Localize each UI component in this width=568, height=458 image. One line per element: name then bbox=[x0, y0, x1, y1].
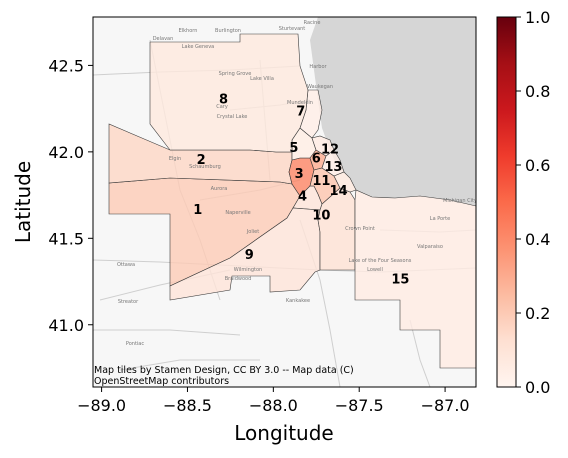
colorbar-tick-label: 1.0 bbox=[525, 8, 550, 27]
region-2-label: 2 bbox=[197, 153, 206, 168]
region-3-label: 3 bbox=[295, 167, 304, 182]
place-label: Schaumburg bbox=[189, 164, 221, 170]
x-tick-label: −88.5 bbox=[163, 396, 212, 415]
place-label: Wilmington bbox=[234, 267, 262, 273]
x-tick-label: −88.0 bbox=[249, 396, 298, 415]
region-9-label: 9 bbox=[245, 248, 254, 263]
region-15-label: 15 bbox=[391, 272, 409, 287]
place-label: Kankakee bbox=[286, 298, 310, 304]
region-9-polygon bbox=[169, 207, 321, 301]
place-label: Delavan bbox=[153, 36, 174, 42]
region-13-label: 13 bbox=[324, 160, 342, 175]
region-12-label: 12 bbox=[321, 143, 339, 158]
place-label: La Porte bbox=[430, 216, 450, 222]
region-15-polygon bbox=[354, 189, 476, 369]
colorbar-tick-label: 0.2 bbox=[525, 304, 550, 323]
colorbar-frame bbox=[496, 16, 517, 388]
colorbar: 0.0 0.2 0.4 0.6 0.8 1.0 bbox=[496, 8, 550, 397]
place-label: Elgin bbox=[169, 156, 181, 162]
place-label: Spring Grove bbox=[219, 71, 252, 77]
place-label: Michigan City bbox=[443, 198, 477, 204]
colorbar-ticks: 0.0 0.2 0.4 0.6 0.8 1.0 bbox=[516, 8, 550, 397]
place-label: Aurora bbox=[211, 186, 228, 192]
y-tick-label: 42.5 bbox=[48, 56, 84, 75]
region-14-label: 14 bbox=[330, 184, 348, 199]
x-tick-label: −87.0 bbox=[421, 396, 470, 415]
place-label: Streator bbox=[118, 299, 139, 305]
place-label: Sturtevant bbox=[279, 26, 306, 32]
x-axis: −89.0 −88.5 −88.0 −87.5 −87.0 bbox=[77, 387, 470, 415]
place-label: Valparaiso bbox=[417, 244, 443, 250]
region-polygons bbox=[108, 33, 476, 369]
colorbar-tick-label: 0.6 bbox=[525, 156, 550, 175]
region-11-label: 11 bbox=[312, 174, 330, 189]
colorbar-tick-label: 0.0 bbox=[525, 378, 550, 397]
region-10-label: 10 bbox=[312, 208, 330, 223]
colorbar-gradient bbox=[497, 17, 516, 387]
place-label: Crystal Lake bbox=[217, 114, 248, 120]
place-label: Braidwood bbox=[225, 276, 252, 282]
colorbar-tick-label: 0.4 bbox=[525, 230, 550, 249]
y-tick-label: 41.5 bbox=[48, 229, 84, 248]
place-label: Racine bbox=[304, 20, 321, 26]
place-label: Waukegan bbox=[307, 84, 333, 90]
place-label: Cary bbox=[216, 104, 228, 110]
place-label: Lake Villa bbox=[250, 76, 274, 82]
place-label: Naperville bbox=[225, 210, 250, 216]
place-label: Harbor bbox=[309, 64, 327, 70]
place-label: Lake of the Four Seasons bbox=[349, 258, 412, 264]
place-label: Elkhorn bbox=[179, 28, 198, 34]
place-label: Joliet bbox=[246, 229, 259, 235]
y-tick-label: 41.0 bbox=[48, 316, 84, 335]
place-label: Crown Point bbox=[345, 226, 375, 232]
y-axis: 41.0 41.5 42.0 42.5 bbox=[48, 56, 93, 335]
y-axis-label: Latitude bbox=[11, 161, 35, 243]
y-tick-label: 42.0 bbox=[48, 143, 84, 162]
plot-frame bbox=[92, 16, 477, 388]
place-label: Ottawa bbox=[117, 262, 135, 268]
place-label: Burlington bbox=[215, 28, 241, 34]
map-attribution-line-2: OpenStreetMap contributors bbox=[94, 376, 229, 387]
map-attribution-line-1: Map tiles by Stamen Design, CC BY 3.0 --… bbox=[94, 365, 354, 376]
x-tick-label: −89.0 bbox=[77, 396, 126, 415]
colorbar-tick-label: 0.8 bbox=[525, 82, 550, 101]
region-7-label: 7 bbox=[296, 105, 305, 120]
region-1-label: 1 bbox=[193, 203, 202, 218]
region-6-label: 6 bbox=[312, 151, 321, 166]
x-tick-label: −87.5 bbox=[335, 396, 384, 415]
place-label: Lowell bbox=[367, 267, 383, 273]
region-4-label: 4 bbox=[298, 189, 307, 204]
region-5-label: 5 bbox=[289, 141, 298, 156]
place-label: Mundelein bbox=[287, 100, 313, 106]
map-area: Elkhorn Burlington Racine Delavan Lake Genev… bbox=[93, 17, 477, 387]
place-labels: Elkhorn Burlington Racine Delavan Lake Genev… bbox=[117, 20, 477, 347]
region-8-label: 8 bbox=[219, 92, 228, 107]
x-axis-label: Longitude bbox=[234, 421, 333, 445]
place-label: Pontiac bbox=[126, 341, 144, 347]
place-label: Lake Geneva bbox=[182, 44, 214, 50]
lake-michigan bbox=[310, 17, 476, 206]
region-8-polygon bbox=[149, 33, 309, 153]
